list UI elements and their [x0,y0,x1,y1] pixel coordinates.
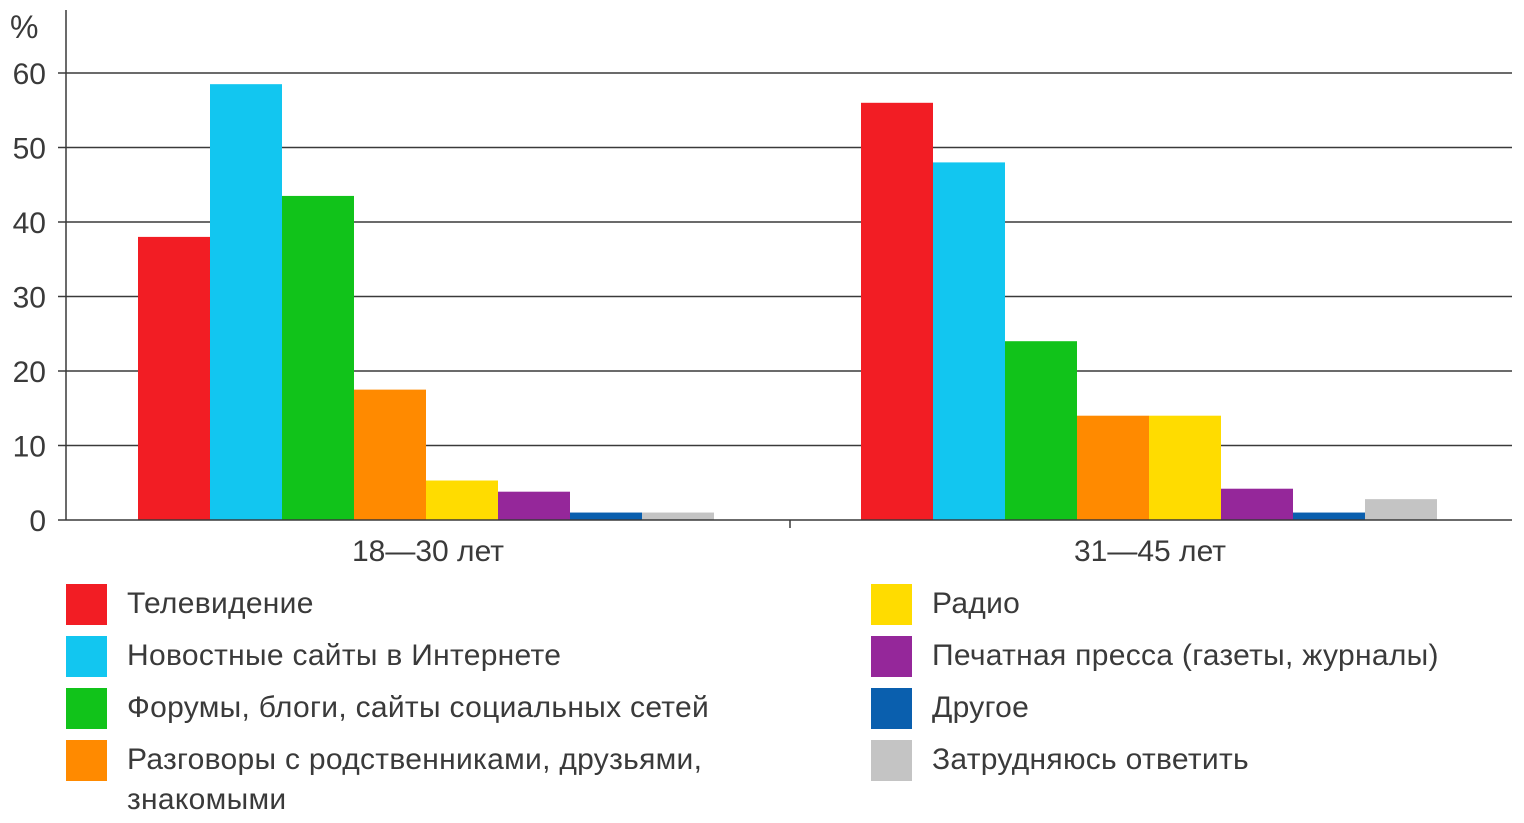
y-tick-label: 60 [13,58,46,91]
bar [933,162,1005,520]
bar [426,480,498,520]
y-tick-label: 50 [13,133,46,166]
bar [1149,415,1221,520]
y-tick-label: 10 [13,431,46,464]
y-unit-label: % [10,9,38,45]
bar [1005,341,1077,520]
y-tick-label: 20 [13,356,46,389]
bar [354,389,426,520]
axis-labels: 0 10 20 30 40 50 60% 18—30 лет 31—45 лет [10,9,1226,568]
y-tick-label: 30 [13,282,46,315]
bar [1365,499,1437,520]
bar [210,84,282,521]
bar [1077,415,1149,520]
bar [1293,512,1365,520]
x-category-label: 31—45 лет [1074,535,1226,568]
bar [1221,488,1293,520]
axes [58,10,1512,528]
bar [498,491,570,520]
bar [570,512,642,520]
bar [861,102,933,521]
bar [642,512,714,520]
y-tick-label: 0 [29,505,46,538]
x-category-label: 18—30 лет [352,535,504,568]
bars [138,84,1437,521]
bar [282,195,354,521]
bar [138,236,210,520]
y-tick-label: 40 [13,207,46,240]
